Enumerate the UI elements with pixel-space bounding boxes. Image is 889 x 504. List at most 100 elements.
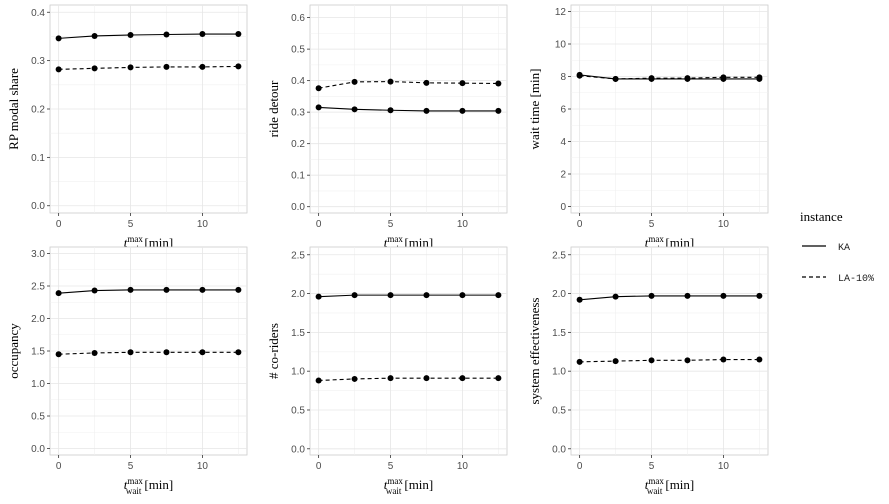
data-point-la-10- [459,80,466,87]
data-point-ka [351,106,358,113]
panel-frame [570,246,769,456]
data-point-la-10- [648,75,655,82]
data-point-la-10- [315,377,322,384]
legend-label-la: LA-10% [838,274,874,285]
series-line-la-10- [579,75,760,80]
data-point-la-10- [127,349,134,356]
y-tick-label: 0.0 [31,444,45,455]
y-tick-label: 1.5 [291,328,305,339]
data-point-ka [576,296,583,303]
y-axis-label: # co-riders [266,323,281,379]
data-point-ka [91,32,98,39]
data-point-la-10- [235,63,242,70]
data-point-ka [612,293,619,300]
data-point-la-10- [235,349,242,356]
y-tick-label: 0.4 [31,8,45,19]
data-point-ka [495,292,502,299]
panel-6: 0.0 0.5 1.0 1.5 2.0 2.5 0 5 10 system effectivene… [527,246,769,496]
data-point-la-10- [423,375,430,382]
y-tick-label: 0.2 [31,105,45,116]
data-point-ka [199,31,206,38]
data-point-la-10- [576,72,583,79]
y-tick-label: 1.5 [31,347,45,358]
x-tick-label: 10 [197,219,209,230]
x-tick-label: 0 [316,461,322,472]
y-tick-label: 0 [560,202,566,213]
y-tick-label: 0.5 [552,405,566,416]
data-point-ka [91,287,98,294]
data-point-la-10- [91,65,98,72]
y-tick-label: 1.0 [31,379,45,390]
x-tick-label: 0 [56,219,62,230]
y-tick-label: 0.4 [291,76,305,87]
data-point-la-10- [576,358,583,365]
data-point-ka [55,35,62,42]
data-point-la-10- [684,75,691,82]
data-point-la-10- [459,375,466,382]
y-tick-label: 1.0 [291,367,305,378]
panel-4: 0.0 0.5 1.0 1.5 2.0 2.5 3.0 0 5 10 occupancy tmax wa… [6,246,248,496]
y-tick-label: 1.0 [552,367,566,378]
y-tick-label: 0.0 [291,202,305,213]
data-point-ka [163,31,170,38]
x-tick-label: 10 [718,461,730,472]
data-point-la-10- [612,358,619,365]
data-point-ka [163,286,170,293]
y-tick-label: 6 [560,105,566,116]
data-point-ka [351,292,358,299]
x-tick-label: 5 [649,219,655,230]
legend-title: instance [800,209,843,224]
y-tick-label: 4 [560,137,566,148]
y-tick-label: 2.0 [291,289,305,300]
data-point-la-10- [495,375,502,382]
x-tick-label: 10 [718,219,730,230]
series-line-la-10- [579,358,760,363]
y-axis-label: ride detour [266,80,281,137]
y-tick-label: 0.1 [291,171,305,182]
data-point-la-10- [127,64,134,71]
data-point-la-10- [163,63,170,70]
y-tick-label: 2.5 [31,282,45,293]
series-line-ka [318,106,499,112]
data-point-ka [459,292,466,299]
y-tick-label: 0.3 [291,108,305,119]
y-axis-label: occupancy [6,323,21,379]
data-point-la-10- [55,351,62,358]
data-point-la-10- [720,74,727,81]
data-point-la-10- [199,349,206,356]
data-point-la-10- [387,375,394,382]
y-tick-label: 0.3 [31,56,45,67]
data-point-la-10- [720,356,727,363]
data-point-ka [423,292,430,299]
x-tick-label: 10 [457,219,469,230]
y-tick-label: 10 [555,40,567,51]
x-tick-label: 10 [457,461,469,472]
series-line-ka [58,289,239,294]
data-point-la-10- [351,375,358,382]
data-point-la-10- [55,66,62,73]
x-tick-label: 5 [128,219,134,230]
y-tick-label: 0.6 [291,13,305,24]
x-tick-label: 5 [388,461,394,472]
legend-label-ka: KA [838,243,850,254]
y-tick-label: 3.0 [31,249,45,260]
legend: instance KA LA-10% [800,209,874,285]
data-point-ka [127,31,134,38]
y-tick-label: 2 [560,170,566,181]
data-point-ka [199,286,206,293]
data-point-ka [648,292,655,299]
data-point-ka [315,104,322,111]
data-point-la-10- [423,79,430,86]
x-tick-label: 10 [197,461,209,472]
y-axis-label: wait time [min] [527,69,542,150]
x-tick-label: 5 [128,461,134,472]
x-tick-label: 0 [577,219,583,230]
y-axis-label: RP modal share [6,68,21,150]
data-point-la-10- [648,357,655,364]
data-point-ka [55,290,62,297]
y-axis-label: system effectiveness [527,298,542,405]
